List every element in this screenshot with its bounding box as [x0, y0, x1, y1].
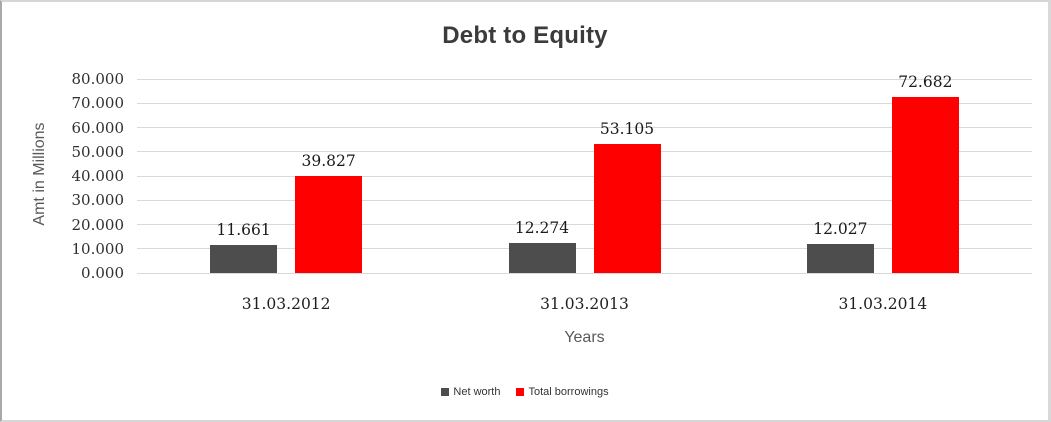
plot-area: Years 0.000 10.000 20.000 30.000 40.000 50.00…	[72, 70, 1032, 346]
x-axis-category-label: 31.03.2013	[540, 295, 629, 313]
legend-label-net-worth: Net worth	[453, 386, 501, 398]
gridline	[137, 175, 1032, 177]
legend-label-total-borrowings: Total borrowings	[528, 386, 609, 398]
y-axis-tick-label: 0.000	[81, 264, 124, 282]
bar-total-borrowings	[593, 144, 661, 273]
y-axis-tick-label: 10.000	[71, 239, 125, 258]
y-axis-title: Amt in Millions	[31, 122, 48, 226]
y-axis-tick-label: 20.000	[71, 215, 125, 234]
total-borrowings-legend-marker-icon	[516, 388, 525, 396]
gridline	[137, 272, 1032, 274]
legend-item-net-worth: Net worth	[441, 386, 500, 398]
y-axis-tick-label: 40.000	[71, 167, 125, 185]
bar-net-worth	[806, 243, 874, 273]
chart-legend: Net worth Total borrowings	[2, 386, 1048, 398]
y-axis-tick-label: 80.000	[71, 70, 125, 88]
legend-item-total-borrowings: Total borrowings	[516, 386, 609, 398]
data-label-net-worth: 11.661	[216, 220, 271, 239]
x-axis-title: Years	[564, 329, 605, 346]
data-label-total-borrowings: 53.105	[599, 120, 655, 139]
data-label-net-worth: 12.274	[514, 219, 570, 238]
gridline	[137, 102, 1032, 104]
gridline	[137, 78, 1032, 80]
y-axis-tick-label: 70.000	[71, 94, 125, 113]
x-axis-category-label: 31.03.2012	[241, 295, 331, 313]
gridline	[137, 224, 1032, 225]
data-label-net-worth: 12.027	[813, 219, 868, 238]
bar-net-worth	[210, 244, 278, 273]
gridline	[137, 151, 1032, 153]
data-label-total-borrowings: 39.827	[301, 152, 356, 171]
gridline	[137, 127, 1032, 128]
x-axis-category-label: 31.03.2014	[838, 295, 928, 313]
y-axis-tick-label: 50.000	[71, 142, 125, 161]
gridline	[137, 248, 1032, 250]
net-worth-legend-marker-icon	[441, 388, 450, 396]
data-label-total-borrowings: 72.682	[898, 72, 953, 91]
bar-total-borrowings	[891, 96, 959, 273]
bar-total-borrowings	[295, 176, 363, 273]
y-axis-tick-label: 30.000	[71, 191, 125, 210]
y-axis-tick-label: 60.000	[71, 118, 125, 137]
chart-title: Debt to Equity	[442, 22, 608, 49]
gridline	[137, 199, 1032, 201]
bar-net-worth	[508, 243, 576, 273]
